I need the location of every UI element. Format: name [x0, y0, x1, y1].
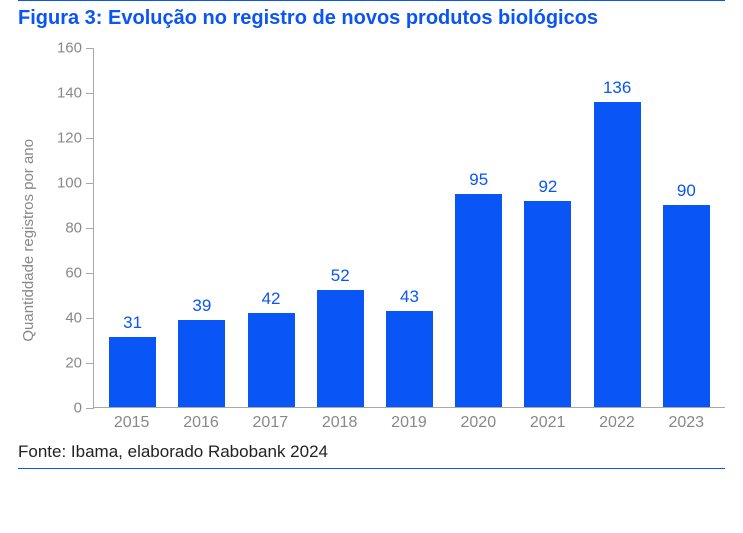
- top-rule: [18, 0, 725, 1]
- x-tick-label: 2018: [305, 414, 374, 432]
- y-tick-label: 60: [65, 265, 82, 282]
- bars-group: 3139425243959213690: [94, 48, 725, 407]
- y-tick: [86, 183, 94, 184]
- bar: 43: [386, 311, 433, 407]
- bar-value-label: 42: [262, 289, 281, 309]
- y-tick: [86, 273, 94, 274]
- y-tick-label: 160: [57, 40, 82, 57]
- x-tick-label: 2022: [582, 414, 651, 432]
- bar: 31: [109, 337, 156, 407]
- y-tick: [86, 138, 94, 139]
- bar-slot: 31: [98, 48, 167, 407]
- y-tick-label: 120: [57, 130, 82, 147]
- x-tick-label: 2020: [444, 414, 513, 432]
- x-tick-label: 2021: [513, 414, 582, 432]
- bar: 136: [594, 102, 641, 407]
- bar: 52: [317, 290, 364, 407]
- bar-slot: 92: [513, 48, 582, 407]
- bar-value-label: 136: [603, 78, 631, 98]
- bar-value-label: 52: [331, 266, 350, 286]
- chart: Quantiddade registros por ano 3139425243…: [18, 48, 725, 432]
- bar-slot: 42: [236, 48, 305, 407]
- y-tick-label: 20: [65, 355, 82, 372]
- y-tick-label: 40: [65, 310, 82, 327]
- figure-container: Figura 3: Evolução no registro de novos …: [0, 0, 743, 533]
- y-tick: [86, 228, 94, 229]
- bar-value-label: 39: [192, 296, 211, 316]
- bar-value-label: 95: [469, 170, 488, 190]
- plot: 3139425243959213690 02040608010012014016…: [37, 48, 725, 432]
- bar-slot: 90: [652, 48, 721, 407]
- bar-value-label: 90: [677, 181, 696, 201]
- bar-value-label: 43: [400, 287, 419, 307]
- bar-value-label: 31: [123, 313, 142, 333]
- bar: 39: [178, 320, 225, 408]
- y-tick-label: 140: [57, 85, 82, 102]
- bar-slot: 43: [375, 48, 444, 407]
- bar: 42: [248, 313, 295, 407]
- y-tick-label: 100: [57, 175, 82, 192]
- bar-slot: 95: [444, 48, 513, 407]
- y-tick: [86, 93, 94, 94]
- y-tick: [86, 363, 94, 364]
- bar-slot: 39: [167, 48, 236, 407]
- bar: 90: [663, 205, 710, 407]
- y-tick-label: 0: [74, 400, 82, 417]
- y-tick-label: 80: [65, 220, 82, 237]
- source-text: Fonte: Ibama, elaborado Rabobank 2024: [18, 442, 725, 462]
- bar: 92: [524, 201, 571, 407]
- y-tick: [86, 408, 94, 409]
- bottom-rule: [18, 468, 725, 469]
- figure-title: Figura 3: Evolução no registro de novos …: [18, 7, 725, 30]
- plot-area: 3139425243959213690 02040608010012014016…: [93, 48, 725, 408]
- y-tick: [86, 48, 94, 49]
- x-tick-label: 2019: [374, 414, 443, 432]
- y-tick: [86, 318, 94, 319]
- x-tick-label: 2015: [97, 414, 166, 432]
- bar-value-label: 92: [538, 177, 557, 197]
- y-axis-label: Quantiddade registros por ano: [18, 139, 37, 342]
- bar-slot: 52: [306, 48, 375, 407]
- bar: 95: [455, 194, 502, 407]
- x-ticks: 201520162017201820192020202120222023: [93, 408, 725, 432]
- x-tick-label: 2017: [236, 414, 305, 432]
- x-tick-label: 2016: [166, 414, 235, 432]
- x-tick-label: 2023: [652, 414, 721, 432]
- bar-slot: 136: [583, 48, 652, 407]
